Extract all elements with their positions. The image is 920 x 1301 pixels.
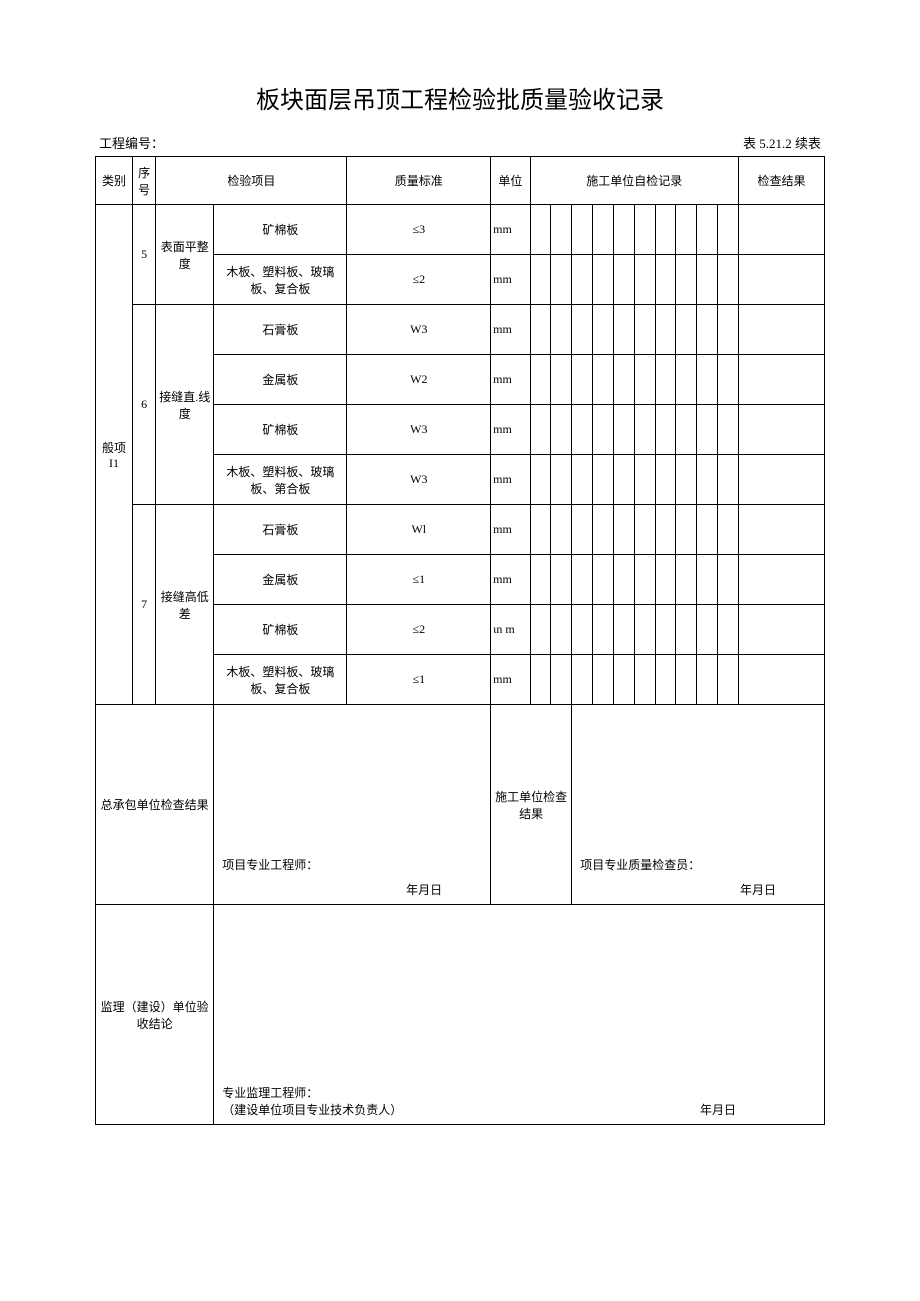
material-cell: 石膏板: [214, 305, 347, 355]
supervision-engineer-label: 专业监理工程师：: [222, 1084, 402, 1101]
unit-cell: mm: [491, 555, 530, 605]
col-unit: 单位: [491, 157, 530, 205]
col-inspection-item: 检验项目: [156, 157, 347, 205]
material-cell: 木板、塑料板、玻璃板、复合板: [214, 655, 347, 705]
col-self-check: 施工单位自检记录: [530, 157, 739, 205]
standard-cell: ≤1: [347, 555, 491, 605]
unit-cell: mm: [491, 405, 530, 455]
standard-cell: ≤3: [347, 205, 491, 255]
unit-cell: ιn m: [491, 605, 530, 655]
unit-cell: mm: [491, 305, 530, 355]
material-cell: 金属板: [214, 555, 347, 605]
unit-cell: mm: [491, 505, 530, 555]
supervision-label: 监理（建设）单位验收结论: [96, 905, 214, 1125]
category-cell: 般项 I1: [96, 205, 133, 705]
standard-cell: W3: [347, 405, 491, 455]
standard-cell: W2: [347, 355, 491, 405]
unit-cell: mm: [491, 655, 530, 705]
table-number-label: 表 5.21.2 续表: [743, 133, 821, 152]
inspection-table: 类别 序号 检验项目 质量标准 单位 施工单位自检记录 检查结果 般项 I1 5…: [95, 156, 825, 1125]
unit-cell: mm: [491, 255, 530, 305]
date-label: 年月日: [580, 881, 816, 898]
standard-cell: W3: [347, 305, 491, 355]
table-header-row: 类别 序号 检验项目 质量标准 单位 施工单位自检记录 检查结果: [96, 157, 825, 205]
item-name-cell: 接缝直.线度: [156, 305, 214, 505]
item-name-cell: 表面平整度: [156, 205, 214, 305]
material-cell: 石膏板: [214, 505, 347, 555]
date-label: 年月日: [700, 1101, 816, 1118]
project-engineer-sign-area: 项目专业工程师： 年月日: [214, 705, 491, 905]
standard-cell: ≤1: [347, 655, 491, 705]
seq-cell: 6: [133, 305, 156, 505]
table-row: 般项 I1 5 表面平整度 矿棉板 ≤3 mm: [96, 205, 825, 255]
standard-cell: ≤2: [347, 255, 491, 305]
unit-cell: mm: [491, 455, 530, 505]
col-result: 检查结果: [739, 157, 825, 205]
table-row: 6 接缝直.线度 石膏板 W3 mm: [96, 305, 825, 355]
col-quality-standard: 质量标准: [347, 157, 491, 205]
date-label: 年月日: [222, 881, 482, 898]
material-cell: 金属板: [214, 355, 347, 405]
project-number-label: 工程编号：: [99, 133, 164, 152]
page-title: 板块面层吊顶工程检验批质量验收记录: [95, 80, 825, 115]
quality-inspector-sign-area: 项目专业质量检查员： 年月日: [572, 705, 825, 905]
col-seq: 序号: [133, 157, 156, 205]
unit-cell: mm: [491, 205, 530, 255]
material-cell: 木板、塑料板、玻璃板、复合板: [214, 255, 347, 305]
footer-row-2: 监理（建设）单位验收结论 专业监理工程师： （建设单位项目专业技术负责人） 年月…: [96, 905, 825, 1125]
material-cell: 木板、塑料板、玻璃板、第合板: [214, 455, 347, 505]
footer-row-1: 总承包单位检查结果 项目专业工程师： 年月日 施工单位检查结果 项目专业质量检查…: [96, 705, 825, 905]
material-cell: 矿棉板: [214, 605, 347, 655]
contractor-result-label: 总承包单位检查结果: [96, 705, 214, 905]
supervision-sub-label: （建设单位项目专业技术负责人）: [222, 1101, 402, 1118]
table-row: 7 接缝高低差 石膏板 Wl mm: [96, 505, 825, 555]
standard-cell: Wl: [347, 505, 491, 555]
material-cell: 矿棉板: [214, 405, 347, 455]
construction-result-label: 施工单位检查结果: [491, 705, 572, 905]
standard-cell: W3: [347, 455, 491, 505]
unit-cell: mm: [491, 355, 530, 405]
seq-cell: 7: [133, 505, 156, 705]
supervision-sign-area: 专业监理工程师： （建设单位项目专业技术负责人） 年月日: [214, 905, 825, 1125]
col-category: 类别: [96, 157, 133, 205]
item-name-cell: 接缝高低差: [156, 505, 214, 705]
seq-cell: 5: [133, 205, 156, 305]
result-cell: [739, 205, 825, 255]
project-engineer-label: 项目专业工程师：: [222, 856, 482, 873]
quality-inspector-label: 项目专业质量检查员：: [580, 856, 816, 873]
material-cell: 矿棉板: [214, 205, 347, 255]
standard-cell: ≤2: [347, 605, 491, 655]
header-line: 工程编号： 表 5.21.2 续表: [95, 133, 825, 152]
